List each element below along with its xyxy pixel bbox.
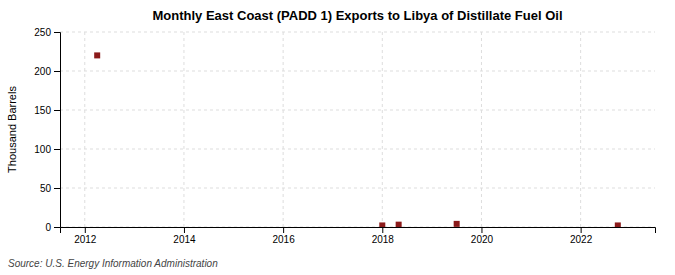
point <box>615 222 621 227</box>
x-tick-label: 2022 <box>570 234 593 245</box>
y-tick-mark <box>54 188 60 189</box>
y-tick-label: 0 <box>45 222 51 233</box>
x-tick-mark <box>581 227 582 233</box>
y-grid-line <box>60 149 655 150</box>
x-grid-line <box>481 32 482 227</box>
x-axis: 2012 2014 2016 2018 2020 2022 <box>61 227 656 245</box>
x-tick-label: 2018 <box>372 234 395 245</box>
y-tick-mark <box>54 110 60 111</box>
x-tick-label: 2012 <box>74 234 97 245</box>
point <box>379 222 385 227</box>
y-tick: 150 <box>34 105 60 116</box>
x-tick: 2020 <box>471 227 494 245</box>
y-tick: 100 <box>34 144 60 155</box>
y-tick: 200 <box>34 66 60 77</box>
grid <box>60 32 655 227</box>
y-grid-line <box>60 32 655 33</box>
y-tick-label: 150 <box>34 105 51 116</box>
y-tick-mark <box>54 32 60 33</box>
x-tick-label: 2016 <box>273 234 296 245</box>
x-tick-mark <box>481 227 482 233</box>
chart-container: 2012 2014 2016 2018 2020 2022 0 50 100 150 200 250 M… <box>0 0 675 275</box>
y-tick: 50 <box>40 183 60 194</box>
point <box>94 52 100 58</box>
x-grid-line <box>183 32 184 227</box>
y-tick: 0 <box>45 222 60 233</box>
y-tick-label: 50 <box>40 183 52 194</box>
x-tick-mark <box>382 227 383 233</box>
x-tick: 2014 <box>173 227 196 245</box>
y-axis-line <box>54 33 61 228</box>
x-tick-mark <box>85 227 86 233</box>
x-axis-line <box>61 228 656 234</box>
x-tick-label: 2014 <box>173 234 196 245</box>
y-tick-label: 200 <box>34 66 51 77</box>
y-tick-label: 250 <box>34 27 51 38</box>
x-tick-mark <box>283 227 284 233</box>
y-tick-mark <box>54 149 60 150</box>
y-grid-line <box>60 188 655 189</box>
y-grid-line <box>60 71 655 72</box>
x-grid-line <box>382 32 383 227</box>
x-grid-line <box>283 32 284 227</box>
y-axis: 0 50 100 150 200 250 <box>34 27 60 233</box>
x-tick-label: 2020 <box>471 234 494 245</box>
y-tick-mark <box>54 71 60 72</box>
x-tick: 2022 <box>570 227 593 245</box>
x-tick: 2012 <box>74 227 97 245</box>
y-tick-label: 100 <box>34 144 51 155</box>
x-grid-line <box>84 32 85 227</box>
point <box>454 221 460 227</box>
page: {"chart_data": {"type": "scatter", "titl… <box>0 0 675 275</box>
annotation: Source: U.S. Energy Information Administ… <box>8 258 218 269</box>
title: Monthly East Coast (PADD 1) Exports to L… <box>152 8 562 23</box>
point <box>396 222 402 227</box>
chart-svg: 2012 2014 2016 2018 2020 2022 0 50 100 150 200 250 M… <box>0 0 675 275</box>
x-tick-mark <box>184 227 185 233</box>
x-tick: 2016 <box>273 227 296 245</box>
y-grid-line <box>60 110 655 111</box>
y-tick: 250 <box>34 27 60 38</box>
points <box>94 52 621 227</box>
y-axis-title: Thousand Barrels <box>6 86 18 173</box>
x-grid-line <box>580 32 581 227</box>
x-tick: 2018 <box>372 227 395 245</box>
y-tick-mark <box>54 227 60 228</box>
